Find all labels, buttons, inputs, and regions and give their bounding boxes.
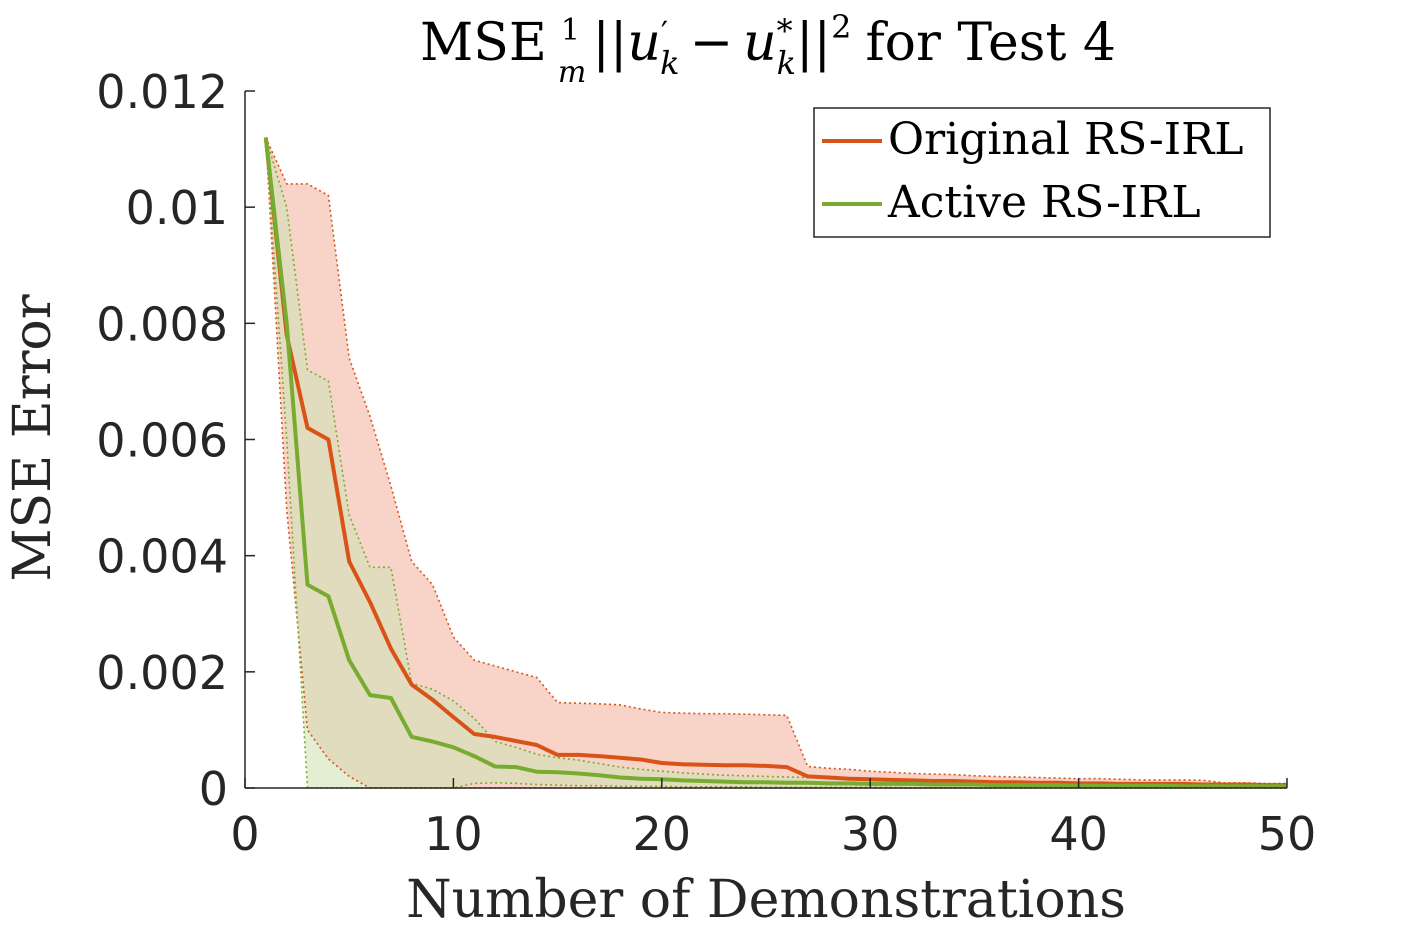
title-frac-den: m [558, 55, 586, 90]
x-tick-label: 10 [424, 807, 483, 861]
y-tick-label: 0 [199, 762, 228, 816]
y-tick-label: 0.004 [96, 530, 228, 584]
title-frac-num: 1 [561, 13, 580, 48]
y-axis-label: MSE Error [3, 294, 63, 581]
legend-label-active: Active RS-IRL [887, 177, 1201, 228]
x-axis-label: Number of Demonstrations [406, 870, 1126, 930]
legend-label-original: Original RS-IRL [888, 114, 1244, 165]
y-tick-label: 0.01 [126, 181, 228, 235]
y-tick-label: 0.012 [96, 65, 228, 119]
axes: 0 10 20 30 40 50 0 0.002 0.004 0.006 0.008 0.01 0.01… [96, 65, 1316, 861]
band-active [265, 137, 1287, 788]
x-tick-label: 40 [1049, 807, 1108, 861]
y-tick-label: 0.008 [96, 297, 228, 351]
chart-title: MSE 1 m ||u′ k − u* k||2 for Test 4 [420, 8, 1116, 90]
band-upper-active [265, 137, 1287, 786]
y-tick-label: 0.002 [96, 646, 228, 700]
legend: Original RS-IRL Active RS-IRL [813, 107, 1271, 238]
x-tick-label: 30 [841, 807, 900, 861]
x-tick-label: 0 [230, 807, 259, 861]
x-tick-label: 20 [633, 807, 692, 861]
y-tick-label: 0.006 [96, 414, 228, 468]
legend-box [813, 107, 1271, 238]
x-tick-label: 50 [1258, 807, 1317, 861]
series-line-active [263, 137, 1287, 789]
